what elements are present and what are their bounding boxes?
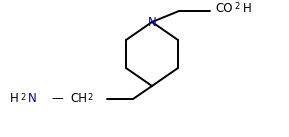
Text: 2: 2: [234, 2, 239, 11]
Text: —: —: [51, 92, 63, 105]
Text: CO: CO: [215, 2, 232, 15]
Text: 2: 2: [87, 93, 92, 102]
Text: CH: CH: [70, 92, 87, 105]
Text: H: H: [10, 92, 19, 105]
Text: H: H: [243, 2, 252, 15]
Text: N: N: [148, 15, 156, 28]
Text: 2: 2: [20, 93, 25, 102]
Text: N: N: [28, 92, 37, 105]
